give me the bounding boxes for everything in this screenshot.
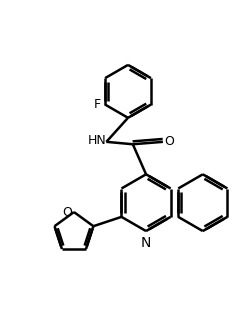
Text: O: O — [62, 206, 72, 219]
Text: O: O — [165, 135, 174, 148]
Text: HN: HN — [88, 134, 107, 147]
Text: N: N — [141, 236, 151, 250]
Text: F: F — [94, 98, 101, 111]
